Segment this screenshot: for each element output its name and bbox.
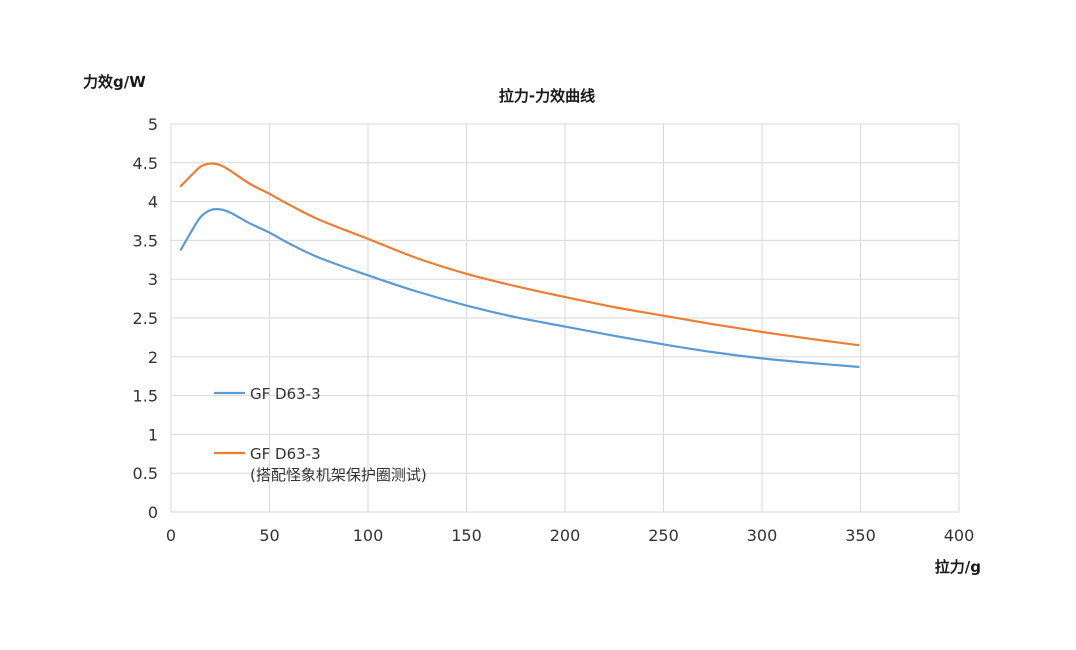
- legend-label-series-2-line2: (搭配怪象机架保护圈测试): [250, 466, 427, 484]
- y-tick-label: 4.5: [133, 154, 158, 173]
- x-tick-label: 350: [845, 526, 876, 545]
- x-tick-label: 300: [747, 526, 778, 545]
- x-tick-label: 400: [944, 526, 975, 545]
- legend-label-series-2: GF D63-3: [250, 445, 321, 463]
- tick-labels: 00.511.522.533.544.550 50 100 150 200 250 300 3…: [133, 115, 975, 545]
- y-tick-label: 2.5: [133, 309, 158, 328]
- x-tick-label: 100: [353, 526, 384, 545]
- grid-lines: [170, 123, 960, 513]
- x-tick-label: 200: [550, 526, 581, 545]
- y-tick-label: 3.5: [133, 231, 158, 250]
- y-tick-label: 2: [148, 348, 158, 367]
- x-axis-title: 拉力/g: [935, 558, 981, 576]
- chart-title: 拉力-力效曲线: [499, 87, 595, 105]
- series-line-1: [179, 207, 860, 368]
- legend-label-series-1: GF D63-3: [250, 385, 321, 403]
- y-tick-label: 1: [148, 425, 158, 444]
- y-tick-label: 5: [148, 115, 158, 134]
- y-axis-title: 力效g/W: [83, 73, 146, 91]
- y-tick-label: 0: [148, 503, 158, 522]
- legend: GF D63-3 GF D63-3 (搭配怪象机架保护圈测试): [214, 385, 427, 484]
- y-tick-label: 0.5: [133, 464, 158, 483]
- x-tick-label: 0: [166, 526, 176, 545]
- y-tick-label: 3: [148, 270, 158, 289]
- y-tick-label: 1.5: [133, 387, 158, 406]
- y-tick-label: 4: [148, 193, 158, 212]
- series-line-2: [179, 162, 860, 347]
- legend-item-series-2: GF D63-3 (搭配怪象机架保护圈测试): [214, 445, 427, 484]
- series-lines: [179, 162, 860, 368]
- legend-item-series-1: GF D63-3: [214, 385, 321, 403]
- x-tick-label: 250: [648, 526, 679, 545]
- x-tick-label: 50: [259, 526, 279, 545]
- x-tick-label: 150: [451, 526, 482, 545]
